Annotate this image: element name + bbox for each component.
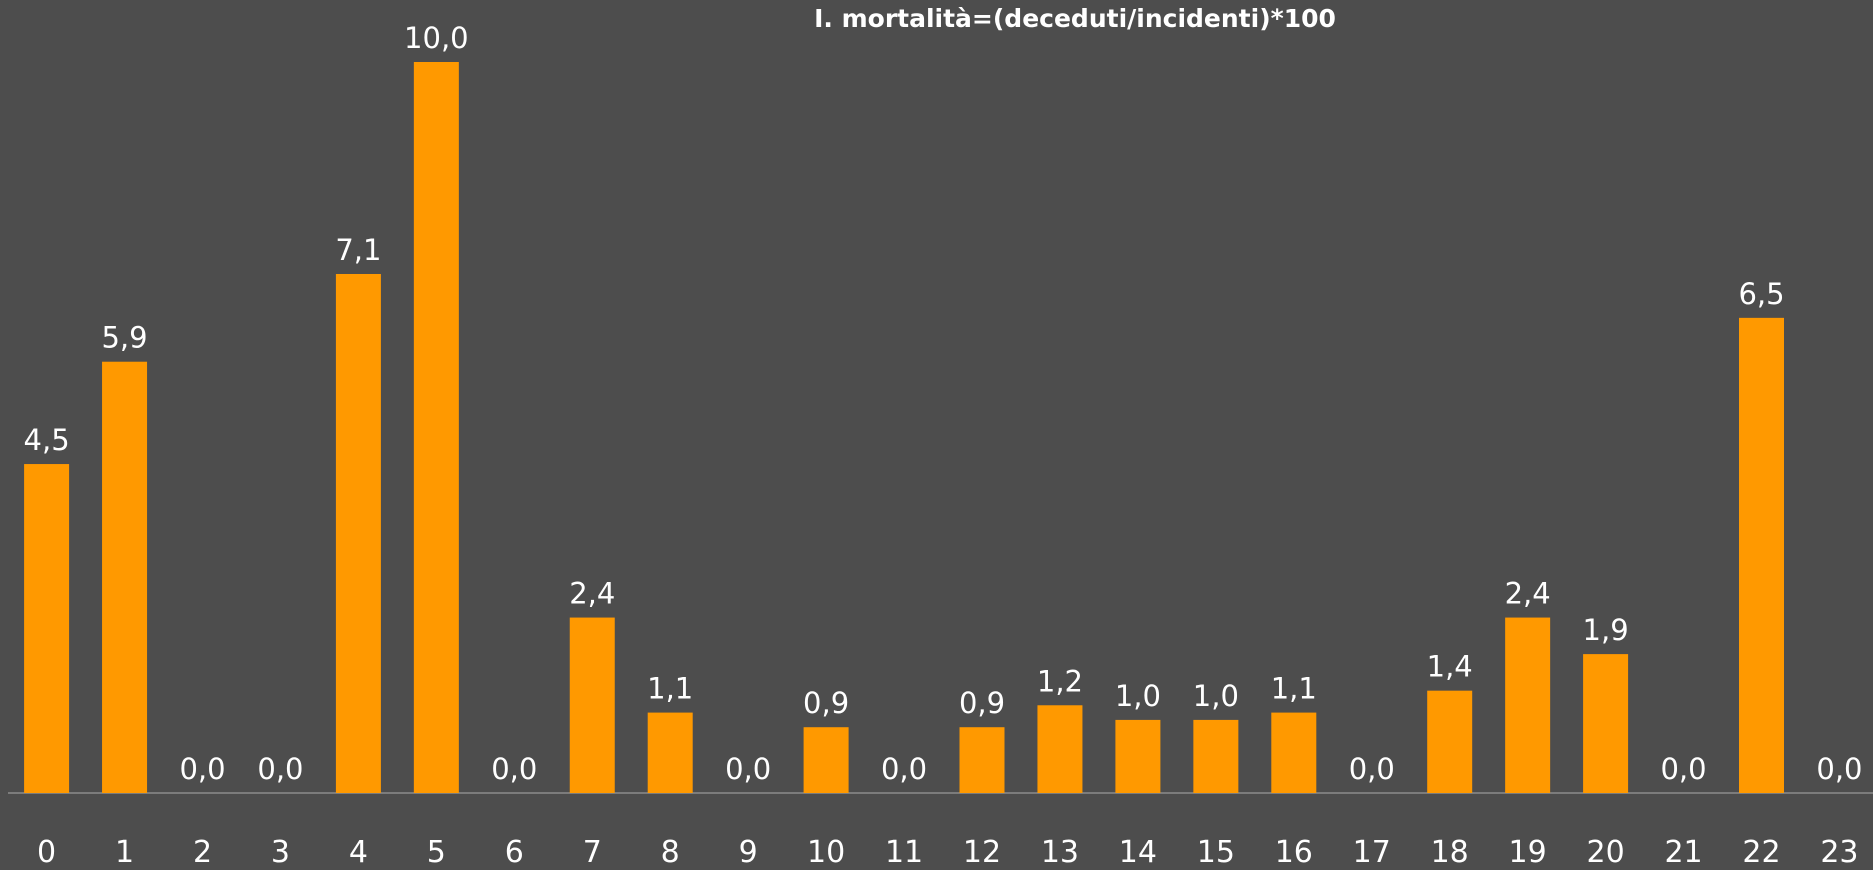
value-label: 0,0 xyxy=(881,752,927,786)
x-tick-label: 18 xyxy=(1431,835,1469,870)
value-label: 0,0 xyxy=(179,752,225,786)
bar xyxy=(1037,705,1083,793)
value-label: 6,5 xyxy=(1738,277,1784,311)
bar xyxy=(803,727,849,793)
value-label: 0,0 xyxy=(1660,752,1706,786)
bar xyxy=(1271,712,1317,793)
bar xyxy=(569,617,615,793)
x-tick-label: 11 xyxy=(885,835,923,870)
value-label: 5,9 xyxy=(101,321,147,355)
bar xyxy=(1505,617,1551,793)
x-tick-label: 0 xyxy=(37,835,56,870)
value-label: 0,0 xyxy=(1816,752,1862,786)
x-tick-label: 7 xyxy=(583,835,602,870)
x-tick-label: 9 xyxy=(739,835,758,870)
x-tick-label: 22 xyxy=(1742,835,1780,870)
value-label: 0,9 xyxy=(803,686,849,720)
value-label: 0,0 xyxy=(1349,752,1395,786)
value-label: 7,1 xyxy=(335,233,381,267)
value-label: 1,0 xyxy=(1193,679,1239,713)
x-tick-label: 1 xyxy=(115,835,134,870)
value-label: 0,0 xyxy=(257,752,303,786)
x-tick-label: 14 xyxy=(1119,835,1157,870)
x-tick-label: 23 xyxy=(1820,835,1858,870)
x-tick-label: 15 xyxy=(1197,835,1235,870)
bar xyxy=(647,712,693,793)
value-label: 2,4 xyxy=(1505,577,1551,611)
x-tick-label: 2 xyxy=(193,835,212,870)
value-label: 1,9 xyxy=(1583,613,1629,647)
x-tick-label: 20 xyxy=(1587,835,1625,870)
value-label: 4,5 xyxy=(24,423,70,457)
x-tick-label: 4 xyxy=(349,835,368,870)
bar xyxy=(1115,719,1161,793)
value-label: 10,0 xyxy=(404,21,469,55)
x-tick-label: 8 xyxy=(661,835,680,870)
bar xyxy=(1739,317,1784,793)
x-tick-label: 21 xyxy=(1664,835,1702,870)
x-tick-label: 16 xyxy=(1275,835,1313,870)
value-label: 1,1 xyxy=(1271,672,1317,706)
bar xyxy=(413,62,459,793)
value-label: 0,0 xyxy=(725,752,771,786)
bar xyxy=(102,361,148,793)
x-tick-label: 10 xyxy=(807,835,845,870)
bar xyxy=(335,273,381,793)
x-tick-label: 5 xyxy=(427,835,446,870)
value-label: 0,0 xyxy=(491,752,537,786)
bar xyxy=(1583,654,1629,793)
value-label: 1,1 xyxy=(647,672,693,706)
x-tick-label: 12 xyxy=(963,835,1001,870)
value-label: 1,2 xyxy=(1037,664,1083,698)
x-tick-label: 17 xyxy=(1353,835,1391,870)
x-tick-label: 6 xyxy=(505,835,524,870)
chart-title: I. mortalità=(deceduti/incidenti)*100 xyxy=(814,4,1336,33)
value-label: 1,0 xyxy=(1115,679,1161,713)
x-tick-label: 13 xyxy=(1041,835,1079,870)
value-label: 1,4 xyxy=(1427,650,1473,684)
bar xyxy=(24,464,70,793)
x-tick-label: 3 xyxy=(271,835,290,870)
bar xyxy=(959,727,1005,793)
x-tick-label: 19 xyxy=(1509,835,1547,870)
value-label: 2,4 xyxy=(569,577,615,611)
bar xyxy=(1193,719,1239,793)
bar xyxy=(1427,690,1473,793)
value-label: 0,9 xyxy=(959,686,1005,720)
